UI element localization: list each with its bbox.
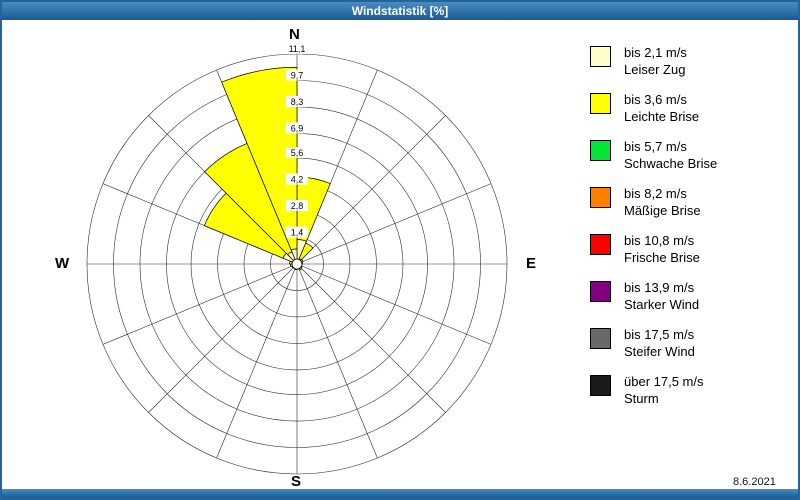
- windrose-wedge: [298, 242, 314, 261]
- radial-tick-label: 2,8: [291, 201, 304, 211]
- window-title: Windstatistik [%]: [351, 4, 449, 18]
- legend-item-description: Frische Brise: [624, 250, 700, 265]
- legend-item: bis 2,1 m/s Leiser Zug: [590, 44, 790, 78]
- legend-item-label: über 17,5 m/s Sturm: [624, 373, 704, 407]
- legend-item-description: Schwache Brise: [624, 156, 718, 171]
- legend-item-description: Mäßige Brise: [624, 203, 701, 218]
- legend-item-label: bis 10,8 m/s Frische Brise: [624, 232, 700, 266]
- window-footerbar: [2, 489, 798, 498]
- radial-tick-label: 1,4: [291, 228, 304, 238]
- legend-item-speed: bis 5,7 m/s: [624, 139, 687, 154]
- legend-item-description: Sturm: [624, 391, 659, 406]
- legend-color-swatch: [590, 46, 611, 67]
- legend-item-speed: bis 10,8 m/s: [624, 233, 695, 248]
- legend-item: bis 10,8 m/s Frische Brise: [590, 232, 790, 266]
- radial-tick-label: 6,9: [291, 123, 304, 133]
- radial-tick-label: 4,2: [291, 175, 304, 185]
- legend-color-swatch: [590, 234, 611, 255]
- legend-item: bis 17,5 m/s Steifer Wind: [590, 326, 790, 360]
- legend-item-description: Steifer Wind: [624, 344, 695, 359]
- legend-item-label: bis 17,5 m/s Steifer Wind: [624, 326, 695, 360]
- date-label: 8.6.2021: [733, 476, 776, 488]
- legend-item-label: bis 5,7 m/s Schwache Brise: [624, 138, 717, 172]
- legend-color-swatch: [590, 140, 611, 161]
- legend-color-swatch: [590, 328, 611, 349]
- radial-tick-label: 5,6: [291, 148, 304, 158]
- legend-item-speed: bis 8,2 m/s: [624, 186, 687, 201]
- legend-item-speed: bis 2,1 m/s: [624, 45, 687, 60]
- legend-item-label: bis 2,1 m/s Leiser Zug: [624, 44, 687, 78]
- legend-item-speed: über 17,5 m/s: [624, 374, 704, 389]
- window-titlebar: Windstatistik [%]: [2, 2, 798, 20]
- legend-color-swatch: [590, 375, 611, 396]
- legend-item-speed: bis 13,9 m/s: [624, 280, 695, 295]
- wind-speed-legend: bis 2,1 m/s Leiser Zug bis 3,6 m/s Leichte …: [590, 44, 790, 420]
- legend-item-label: bis 13,9 m/s Starker Wind: [624, 279, 699, 313]
- compass-label-south: S: [291, 473, 302, 490]
- radial-tick-label: 8,3: [291, 97, 304, 107]
- legend-color-swatch: [590, 281, 611, 302]
- legend-color-swatch: [590, 187, 611, 208]
- legend-item-label: bis 3,6 m/s Leichte Brise: [624, 91, 699, 125]
- legend-item-description: Starker Wind: [624, 297, 700, 312]
- legend-item: bis 13,9 m/s Starker Wind: [590, 279, 790, 313]
- windrose-chart: 1,4 2,8 4,2 5,6 6,9 8,3 9,7 11,1: [86, 43, 508, 475]
- compass-label-north: N: [289, 26, 300, 43]
- legend-item: bis 8,2 m/s Mäßige Brise: [590, 185, 790, 219]
- compass-label-east: E: [526, 255, 537, 272]
- legend-item-description: Leichte Brise: [624, 109, 700, 124]
- legend-item-speed: bis 3,6 m/s: [624, 92, 687, 107]
- legend-color-swatch: [590, 93, 611, 114]
- legend-item: bis 3,6 m/s Leichte Brise: [590, 91, 790, 125]
- legend-item-description: Leiser Zug: [624, 62, 686, 77]
- legend-item-speed: bis 17,5 m/s: [624, 327, 695, 342]
- legend-item: bis 5,7 m/s Schwache Brise: [590, 138, 790, 172]
- compass-label-west: W: [55, 255, 70, 272]
- legend-item: über 17,5 m/s Sturm: [590, 373, 790, 407]
- radial-tick-label: 11,1: [289, 44, 306, 54]
- legend-item-label: bis 8,2 m/s Mäßige Brise: [624, 185, 701, 219]
- windrose-wedge: [221, 66, 298, 251]
- radial-tick-label: 9,7: [291, 70, 304, 80]
